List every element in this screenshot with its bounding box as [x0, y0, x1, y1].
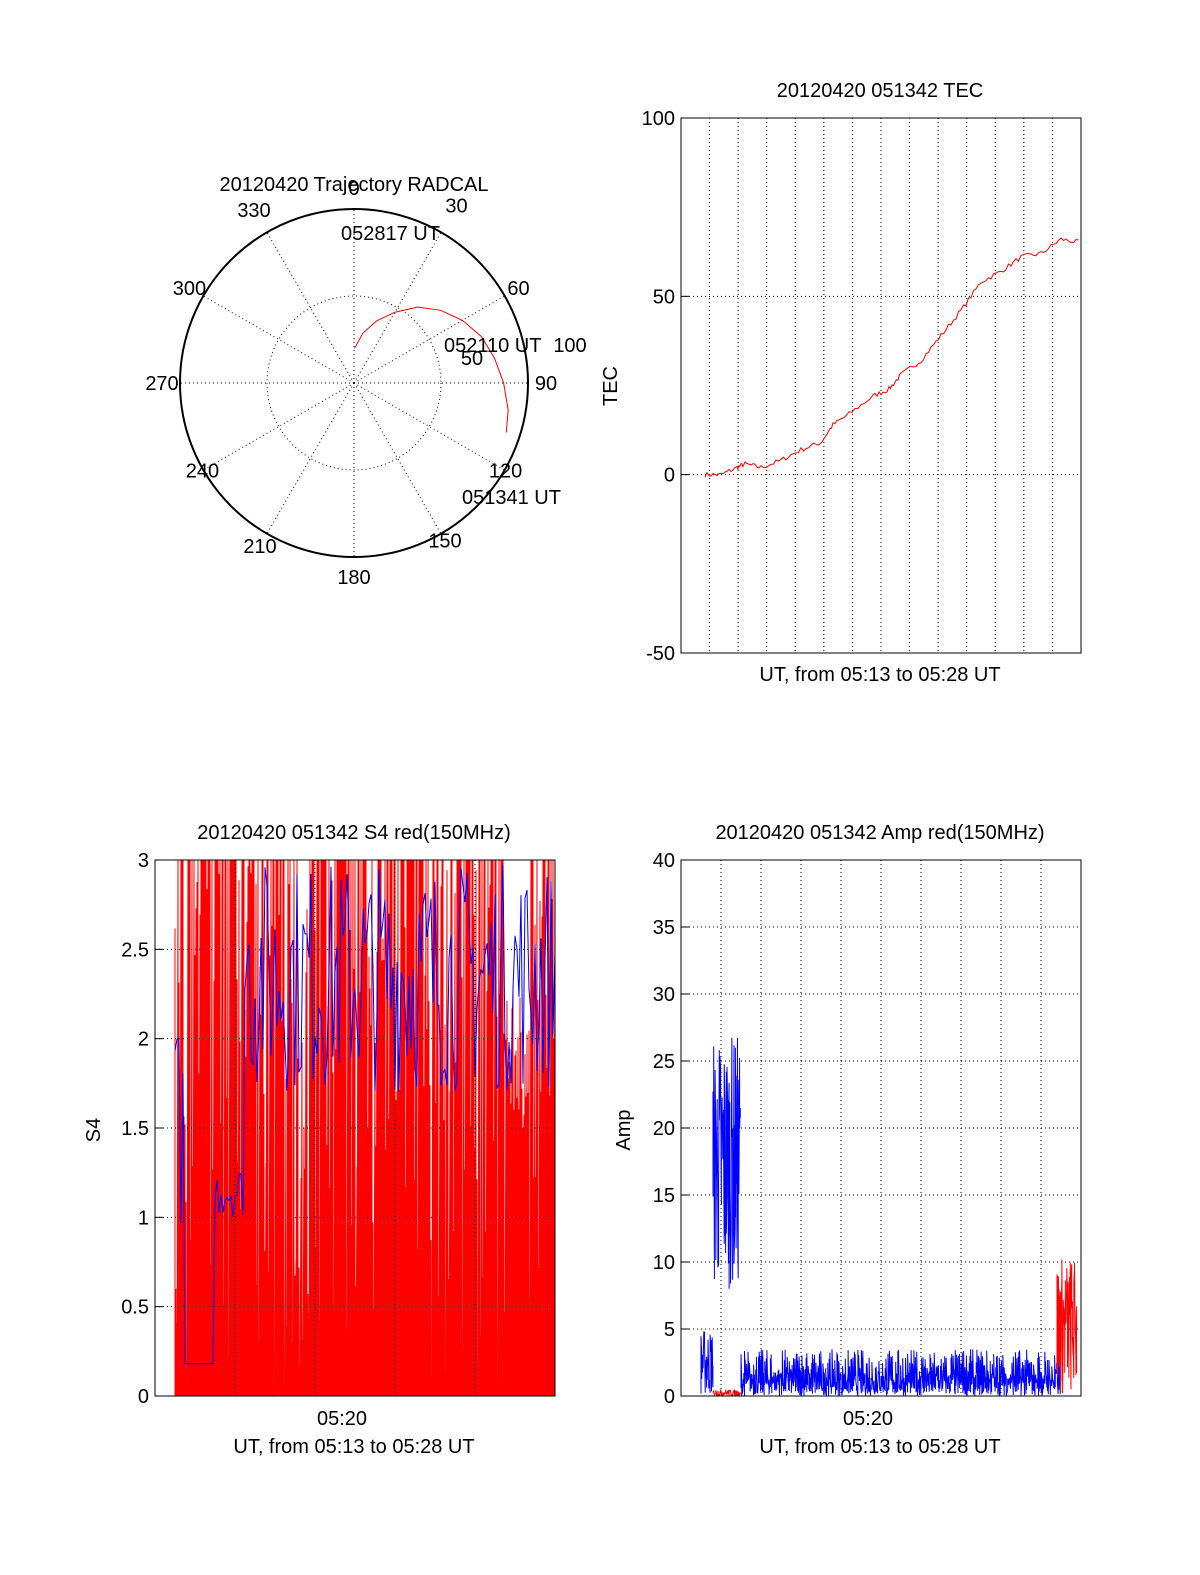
y-tick-label: -50	[646, 643, 675, 665]
y-tick-label: 2	[138, 1029, 149, 1051]
polar-angle-label: 180	[337, 567, 370, 589]
polar-spoke	[203, 295, 355, 384]
polar-angle-label: 0	[348, 178, 359, 200]
y-tick-label: 5	[664, 1319, 675, 1341]
tec-ylabel: TEC	[600, 366, 622, 406]
polar-spoke	[353, 295, 505, 384]
y-tick-label: 30	[653, 984, 675, 1006]
polar-angle-label: 120	[489, 461, 522, 483]
tec-panel: 20120420 051342 TEC 100 50 0 -50 TEC UT, fr…	[600, 80, 1082, 686]
amp-series	[700, 1037, 1078, 1397]
s4-title: 20120420 051342 S4 red(150MHz)	[197, 822, 511, 844]
y-tick-label: 0	[664, 1386, 675, 1408]
y-tick-label: 50	[653, 286, 675, 308]
amp-blue-series	[700, 1331, 714, 1394]
annotation-start-time: 051341 UT	[462, 487, 561, 509]
trajectory-panel: 20120420 Trajectory RADCAL 0 30 60 90 120 150…	[145, 174, 586, 589]
tec-title: 20120420 051342 TEC	[777, 80, 983, 102]
polar-radial-label-100: 100	[553, 335, 586, 357]
amp-grid	[681, 860, 1081, 1396]
polar-angle-label: 90	[535, 373, 557, 395]
y-tick-label: 2.5	[121, 939, 149, 961]
annotation-end-time: 052817 UT	[341, 223, 440, 245]
s4-blue-series	[174, 864, 556, 1365]
y-tick-label: 40	[653, 850, 675, 872]
amp-xtick-label: 05:20	[843, 1408, 893, 1430]
tec-xlabel: UT, from 05:13 to 05:28 UT	[759, 664, 1000, 686]
amp-xlabel: UT, from 05:13 to 05:28 UT	[759, 1436, 1000, 1458]
trajectory-line	[354, 306, 509, 433]
polar-spoke	[266, 382, 355, 534]
amp-red-series	[712, 1389, 741, 1397]
annotation-mid-time: 052110 UT	[444, 335, 541, 357]
polar-spokes	[180, 209, 528, 557]
tec-frame	[680, 117, 1082, 654]
s4-y-tick-labels: 3 2.5 2 1.5 1 0.5 0	[121, 850, 163, 1408]
y-tick-label: 0.5	[121, 1297, 149, 1319]
tec-series-line	[704, 237, 1079, 478]
s4-grid	[155, 860, 555, 1396]
y-tick-label: 0	[664, 465, 675, 487]
polar-outer-circle	[179, 208, 529, 558]
y-tick-label: 3	[138, 850, 149, 872]
polar-angle-labels: 0 30 60 90 120 150 180 210 240 270 300 330	[145, 178, 557, 589]
polar-spoke	[203, 382, 355, 471]
polar-angle-label: 210	[243, 536, 276, 558]
s4-xlabel: UT, from 05:13 to 05:28 UT	[233, 1436, 474, 1458]
y-tick-label: 35	[653, 917, 675, 939]
amp-panel: 20120420 051342 Amp red(150MHz) 40 35 30 25…	[613, 822, 1082, 1458]
polar-spoke	[353, 382, 442, 534]
amp-blue-series	[740, 1349, 1062, 1397]
polar-angle-label: 300	[173, 278, 206, 300]
polar-angle-label: 60	[507, 278, 529, 300]
polar-angle-label: 150	[428, 531, 461, 553]
polar-angle-label: 330	[237, 200, 270, 222]
polar-angle-label: 30	[445, 195, 467, 217]
s4-ylabel: S4	[83, 1118, 105, 1142]
polar-spoke	[353, 232, 442, 384]
y-tick-label: 15	[653, 1185, 675, 1207]
polar-radial-label-50: 50	[461, 348, 483, 370]
tec-y-tick-labels: 100 50 0 -50	[642, 108, 689, 665]
polar-angle-label: 270	[145, 373, 178, 395]
polar-angle-label: 240	[186, 461, 219, 483]
y-tick-label: 100	[642, 108, 675, 130]
tec-grid	[681, 118, 1081, 653]
y-tick-label: 1	[138, 1207, 149, 1229]
amp-blue-series	[712, 1037, 741, 1289]
y-tick-label: 10	[653, 1252, 675, 1274]
amp-title: 20120420 051342 Amp red(150MHz)	[715, 822, 1044, 844]
trajectory-title: 20120420 Trajectory RADCAL	[219, 174, 488, 196]
amp-red-series	[1056, 1259, 1078, 1394]
y-tick-label: 1.5	[121, 1118, 149, 1140]
polar-spoke	[266, 232, 355, 384]
y-tick-label: 0	[138, 1386, 149, 1408]
amp-y-tick-labels: 40 35 30 25 20 15 10 5 0	[653, 850, 689, 1408]
polar-spoke	[353, 382, 505, 471]
s4-panel: 20120420 051342 S4 red(150MHz) 3 2.5 2 1.5 1…	[83, 822, 556, 1458]
s4-xtick-label: 05:20	[317, 1408, 367, 1430]
y-tick-label: 25	[653, 1051, 675, 1073]
polar-inner-circle	[266, 295, 442, 471]
y-tick-label: 20	[653, 1118, 675, 1140]
amp-ylabel: Amp	[613, 1109, 635, 1150]
